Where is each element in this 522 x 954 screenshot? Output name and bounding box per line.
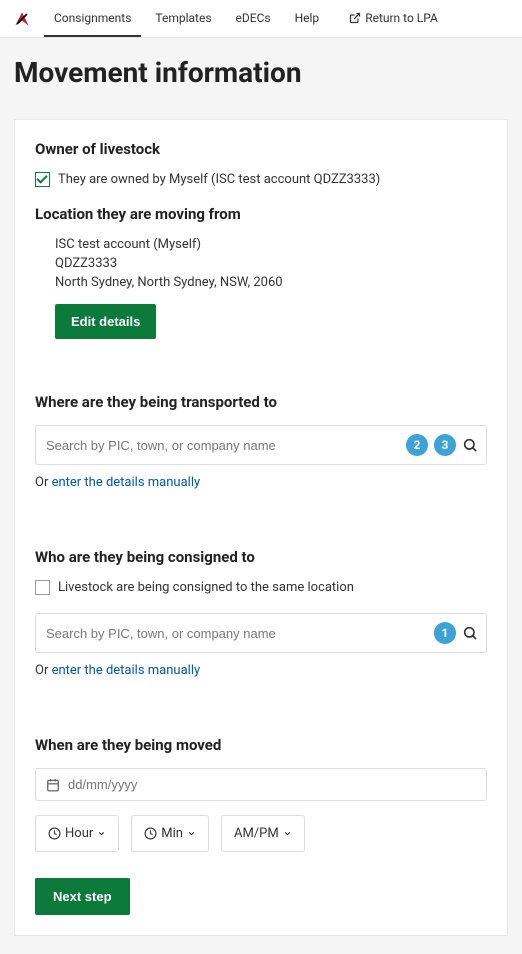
form-card: Owner of livestock They are owned by Mys… <box>14 119 508 936</box>
badge-2[interactable]: 2 <box>406 434 428 456</box>
ampm-label: AM/PM <box>234 826 279 841</box>
page-title: Movement information <box>14 56 508 89</box>
page: Movement information Owner of livestock … <box>0 38 522 954</box>
destination-or-text: Or <box>35 475 52 490</box>
logo-icon <box>12 9 32 29</box>
clock-icon <box>48 827 61 840</box>
owner-heading: Owner of livestock <box>35 140 487 158</box>
badge-1[interactable]: 1 <box>434 622 456 644</box>
consigned-checkbox-row[interactable]: Livestock are being consigned to the sam… <box>35 580 487 595</box>
top-nav: Consignments Templates eDECs Help Return… <box>0 0 522 38</box>
hour-label: Hour <box>65 826 93 841</box>
min-select[interactable]: Min <box>131 815 209 852</box>
chevron-down-icon <box>97 829 106 838</box>
owner-checkbox-label: They are owned by Myself (ISC test accou… <box>58 172 380 187</box>
search-icon[interactable] <box>462 625 478 641</box>
consigned-manual-link[interactable]: enter the details manually <box>52 663 201 678</box>
ampm-select[interactable]: AM/PM <box>221 815 305 852</box>
owner-checkbox[interactable] <box>35 172 50 187</box>
nav-consignments[interactable]: Consignments <box>44 1 141 37</box>
from-heading: Location they are moving from <box>35 205 487 223</box>
consigned-badges: 1 <box>434 622 456 644</box>
owner-checkbox-row[interactable]: They are owned by Myself (ISC test accou… <box>35 172 487 187</box>
consigned-heading: Who are they being consigned to <box>35 548 487 566</box>
consigned-search-input[interactable] <box>36 616 434 651</box>
destination-badges: 2 3 <box>406 434 456 456</box>
destination-search[interactable]: 2 3 <box>35 425 487 465</box>
nav-edecs[interactable]: eDECs <box>226 1 281 37</box>
external-link-icon <box>349 12 361 24</box>
consigned-checkbox-label: Livestock are being consigned to the sam… <box>58 580 354 595</box>
badge-3[interactable]: 3 <box>434 434 456 456</box>
destination-search-input[interactable] <box>36 428 406 463</box>
next-step-button[interactable]: Next step <box>35 878 130 915</box>
nav-help[interactable]: Help <box>285 1 330 37</box>
edit-details-button[interactable]: Edit details <box>55 304 156 339</box>
nav-templates[interactable]: Templates <box>145 1 221 37</box>
date-field[interactable] <box>35 768 487 801</box>
destination-or-line: Or enter the details manually <box>35 475 487 490</box>
consigned-or-line: Or enter the details manually <box>35 663 487 678</box>
moved-heading: When are they being moved <box>35 736 487 754</box>
from-address: North Sydney, North Sydney, NSW, 2060 <box>55 275 487 290</box>
consigned-checkbox[interactable] <box>35 580 50 595</box>
date-input[interactable] <box>68 777 476 792</box>
search-icon[interactable] <box>462 437 478 453</box>
chevron-down-icon <box>187 829 196 838</box>
from-block: ISC test account (Myself) QDZZ3333 North… <box>55 237 487 339</box>
destination-heading: Where are they being transported to <box>35 393 487 411</box>
consigned-or-text: Or <box>35 663 52 678</box>
return-lpa-label: Return to LPA <box>365 11 438 25</box>
nav-return-lpa[interactable]: Return to LPA <box>339 1 448 37</box>
consigned-search[interactable]: 1 <box>35 613 487 653</box>
min-label: Min <box>161 826 183 841</box>
from-pic: QDZZ3333 <box>55 256 487 271</box>
chevron-down-icon <box>283 829 292 838</box>
destination-manual-link[interactable]: enter the details manually <box>52 475 201 490</box>
from-name: ISC test account (Myself) <box>55 237 487 252</box>
time-row: Hour Min AM/PM <box>35 815 487 852</box>
calendar-icon <box>46 778 60 792</box>
hour-select[interactable]: Hour <box>35 815 119 852</box>
clock-icon <box>144 827 157 840</box>
